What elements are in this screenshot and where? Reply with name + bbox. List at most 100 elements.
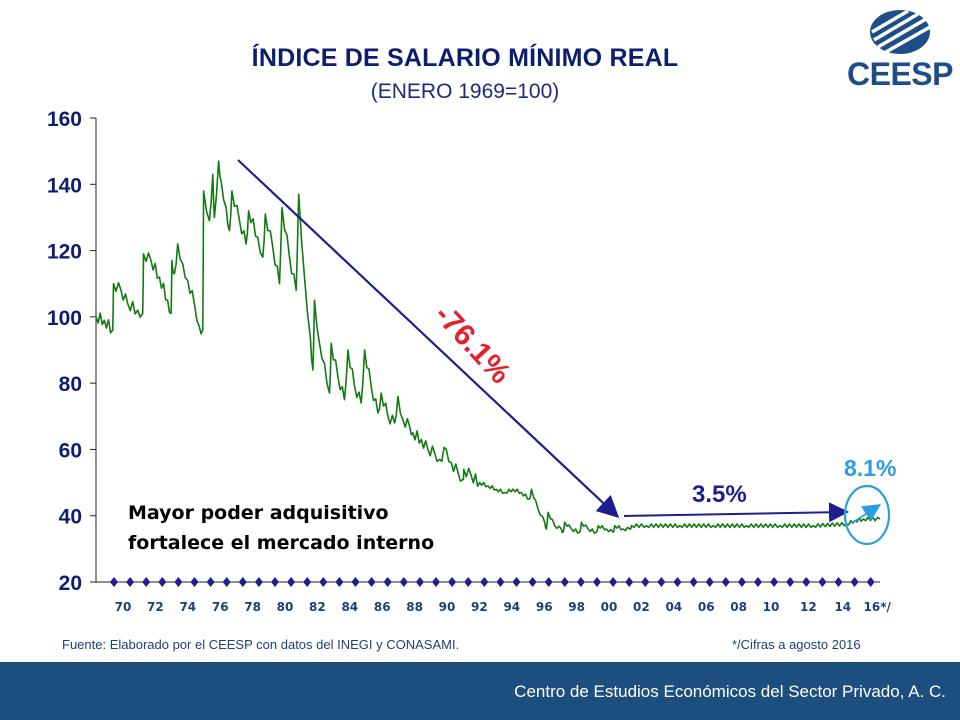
x-axis-diamond	[335, 577, 344, 587]
x-axis-diamond	[319, 577, 328, 587]
x-axis-diamond	[802, 577, 811, 587]
x-axis-diamond	[560, 577, 569, 587]
x-axis-diamond	[544, 577, 553, 587]
x-tick-label: 86	[374, 600, 391, 614]
x-axis-diamond	[190, 577, 199, 587]
y-tick-label: 60	[59, 439, 82, 462]
x-axis-diamond	[415, 577, 424, 587]
footer-bar: Centro de Estudios Económicos del Sector…	[0, 662, 960, 720]
x-tick-label: 96	[536, 600, 553, 614]
x-tick-label: 80	[277, 600, 294, 614]
x-axis-diamond	[576, 577, 585, 587]
x-tick-label: 78	[244, 600, 261, 614]
source-note: Fuente: Elaborado por el CEESP con datos…	[62, 637, 460, 652]
annotation-line-2: fortalece el mercado interno	[128, 532, 434, 554]
y-tick-label: 40	[59, 506, 82, 529]
recovery-percent-label: 3.5%	[692, 481, 747, 508]
ceesp-logo: CEESP	[846, 6, 954, 96]
recovery-arrow	[623, 502, 849, 523]
y-tick-label: 80	[59, 373, 82, 396]
x-axis-diamond	[866, 577, 875, 587]
y-tick-label: 160	[47, 108, 82, 131]
x-axis-diamond	[351, 577, 360, 587]
x-axis-diamond	[383, 577, 392, 587]
x-tick-label: 70	[115, 600, 132, 614]
x-axis-diamond	[850, 577, 859, 587]
chart-subtitle: (ENERO 1969=100)	[370, 80, 560, 103]
x-axis-diamond	[271, 577, 279, 587]
x-axis-diamond	[174, 577, 183, 587]
recent-percent-label: 8.1%	[844, 455, 896, 481]
series-line	[95, 160, 881, 534]
x-axis-diamond	[238, 577, 247, 587]
y-tick-label: 20	[59, 572, 82, 595]
x-axis-diamond	[818, 577, 827, 587]
x-axis-diamond	[448, 577, 457, 587]
x-axis-diamond	[737, 577, 746, 587]
x-tick-label: 72	[147, 600, 164, 614]
x-axis-diamond	[432, 577, 440, 587]
x-tick-label: 14	[834, 600, 851, 614]
y-tick-label: 100	[47, 307, 82, 330]
x-axis-diamond	[142, 577, 151, 587]
highlight-circle	[843, 484, 891, 546]
x-tick-label: 00	[601, 600, 618, 614]
x-axis-diamond	[721, 577, 730, 587]
x-axis-diamond	[399, 577, 408, 587]
x-tick-labels: 70 72 74 76 78 80 82 84 86 88 90 92 94 96 98 00 02 04 06 08…	[115, 600, 892, 614]
x-tick-label: 16*/	[864, 600, 892, 614]
x-axis-diamond	[110, 577, 118, 587]
x-axis-diamond	[496, 577, 505, 587]
x-axis-diamond	[158, 577, 167, 587]
x-tick-label: 04	[665, 600, 682, 614]
logo-stripes-icon	[870, 9, 931, 54]
x-axis-diamond	[625, 577, 634, 587]
x-axis-diamond	[705, 577, 714, 587]
x-axis-diamond	[689, 577, 698, 587]
x-tick-label: 92	[471, 600, 488, 614]
highlight-arrow	[851, 504, 882, 524]
x-axis-diamond	[206, 577, 215, 587]
x-axis-diamond	[641, 577, 650, 587]
x-axis-diamond	[609, 577, 618, 587]
x-tick-label: 10	[763, 600, 780, 614]
x-axis-diamond	[222, 577, 231, 587]
decline-arrow	[237, 159, 620, 519]
x-axis-diamond	[254, 577, 263, 587]
chart-title: ÍNDICE DE SALARIO MÍNIMO REAL	[251, 44, 679, 72]
x-tick-label: 84	[341, 600, 358, 614]
x-tick-label: 02	[633, 600, 650, 614]
x-tick-label: 76	[212, 600, 229, 614]
x-axis-diamond	[126, 577, 135, 587]
decline-percent-label: -76.1%	[428, 298, 517, 390]
x-axis-diamond	[754, 577, 762, 587]
x-tick-label: 98	[568, 600, 585, 614]
x-tick-label: 08	[730, 600, 747, 614]
x-axis-diamond	[367, 577, 376, 587]
x-tick-label: 88	[406, 600, 423, 614]
x-axis-diamond	[512, 577, 521, 587]
x-tick-label: 06	[698, 600, 715, 614]
x-tick-label: 74	[179, 600, 196, 614]
x-axis-diamond	[673, 577, 682, 587]
x-axis-diamond	[786, 577, 795, 587]
line-chart: 160 140 120 100 80 60 40 20 70 72 74 76 78 80 82 84 86 8…	[47, 108, 896, 614]
x-axis-diamond	[480, 577, 489, 587]
x-axis-diamond	[464, 577, 473, 587]
x-tick-label: 12	[800, 600, 817, 614]
x-axis-diamond	[593, 577, 601, 587]
x-tick-label: 90	[439, 600, 456, 614]
y-tick-label: 120	[47, 241, 82, 264]
date-note: */Cifras a agosto 2016	[732, 637, 861, 652]
x-axis-diamond	[834, 577, 843, 587]
footer-org-name: Centro de Estudios Económicos del Sector…	[514, 682, 946, 701]
annotation-line-1: Mayor poder adquisitivo	[128, 502, 389, 524]
x-tick-label: 82	[309, 600, 326, 614]
x-tick-label: 94	[503, 600, 520, 614]
x-axis-diamond	[770, 577, 779, 587]
x-axis-diamond	[303, 577, 312, 587]
x-axis-diamond	[657, 577, 666, 587]
logo-text: CEESP	[847, 56, 953, 92]
x-axis-markers	[110, 577, 875, 587]
y-tick-labels: 160 140 120 100 80 60 40 20	[47, 108, 96, 595]
